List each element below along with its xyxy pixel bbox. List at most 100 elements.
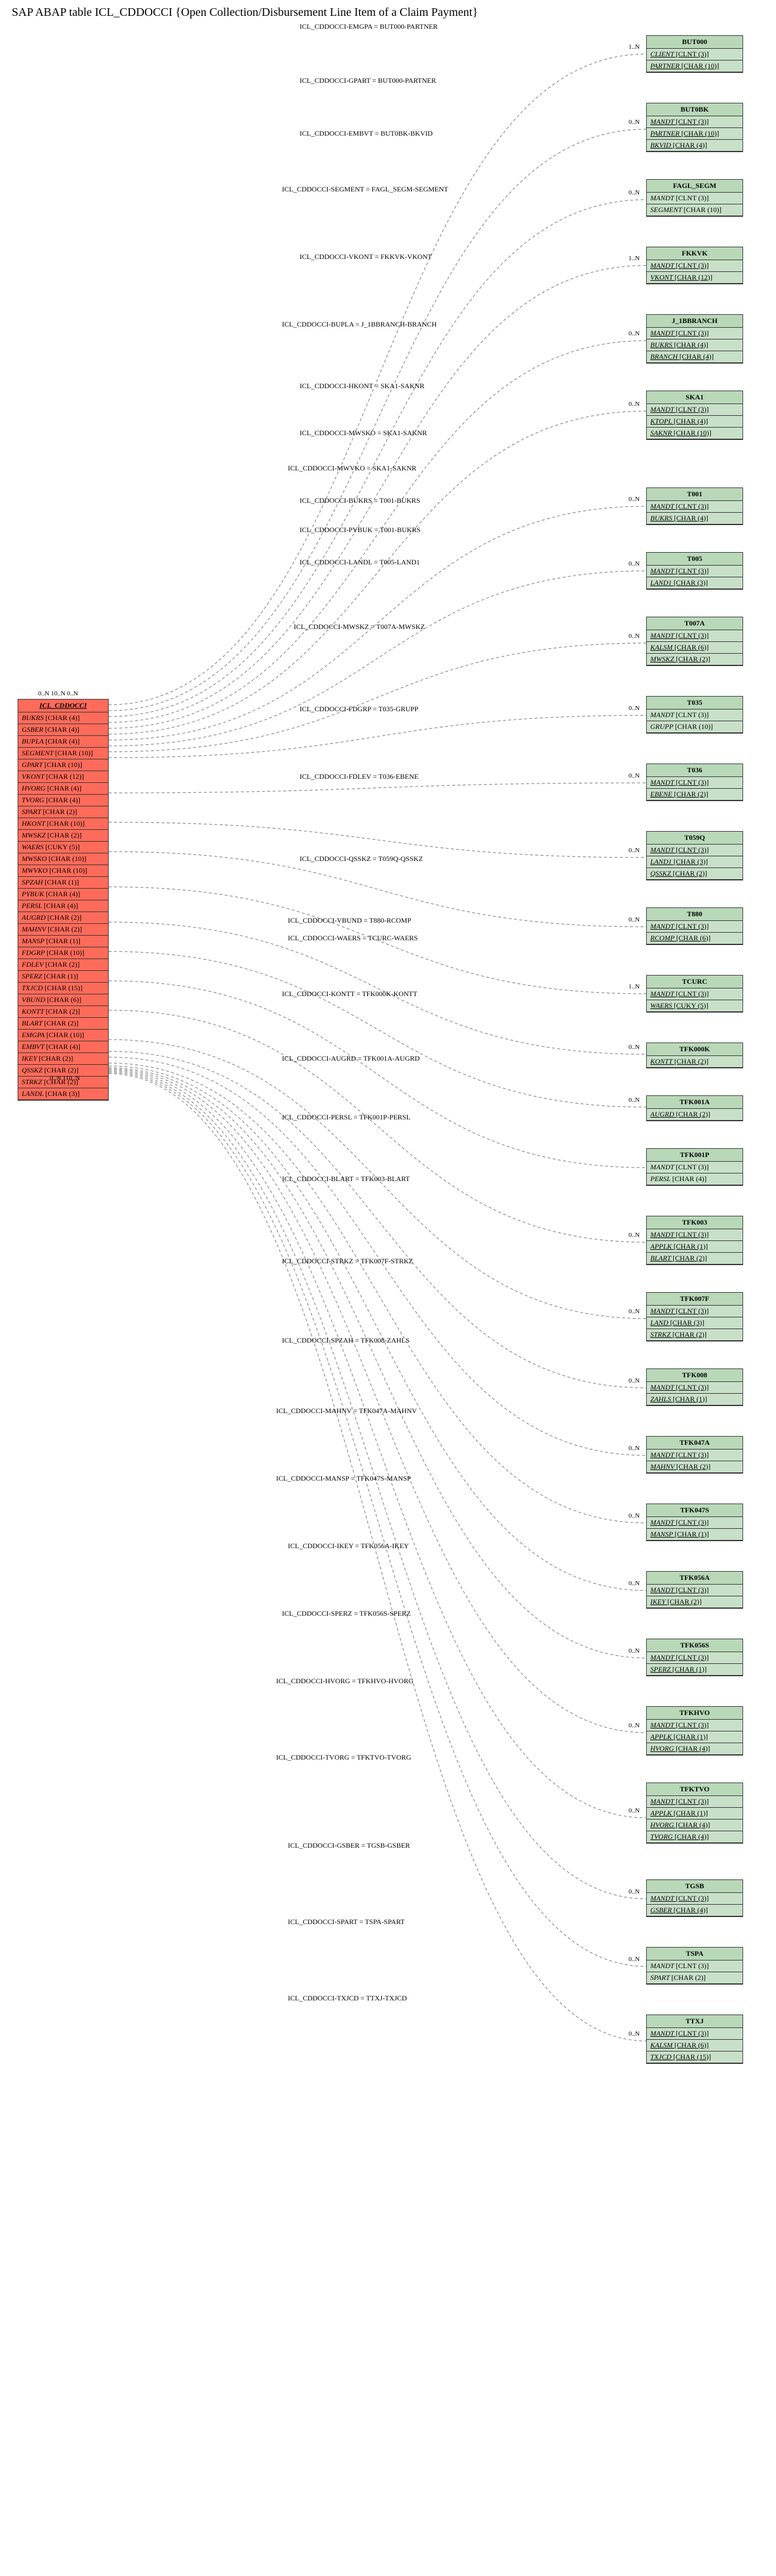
edge-label: ICL_CDDOCCI-LANDL = T005-LAND1 (300, 558, 420, 567)
rel-field: KALSM [CHAR (6)] (647, 642, 743, 654)
main-field: PERSL [CHAR (4)] (18, 900, 108, 912)
cardinality: 1..N (629, 983, 640, 990)
rel-field: RCOMP [CHAR (6)] (647, 933, 743, 944)
main-field: SEGMENT [CHAR (10)] (18, 748, 108, 759)
edge-label: ICL_CDDOCCI-BLART = TFK003-BLART (282, 1175, 410, 1183)
page-title: SAP ABAP table ICL_CDDOCCI {Open Collect… (12, 6, 478, 19)
edge-label: ICL_CDDOCCI-AUGRD = TFK001A-AUGRD (282, 1054, 420, 1063)
rel-field: MANDT [CLNT (3)] (647, 845, 743, 856)
cardinality: 0..N (629, 496, 640, 503)
main-field: SPART [CHAR (2)] (18, 806, 108, 818)
rel-field: MANDT [CLNT (3)] (647, 1720, 743, 1731)
edge-label: ICL_CDDOCCI-PERSL = TFK001P-PERSL (282, 1113, 411, 1122)
rel-field: BUKRS [CHAR (4)] (647, 339, 743, 351)
main-field: TXJCD [CHAR (15)] (18, 983, 108, 994)
rel-field: WAERS [CUKY (5)] (647, 1000, 743, 1012)
rel-field: TVORG [CHAR (4)] (647, 1831, 743, 1843)
rel-table-header: T005 (647, 553, 743, 566)
rel-table-header: TFK047S (647, 1504, 743, 1517)
rel-field: LAND1 [CHAR (3)] (647, 577, 743, 589)
rel-table-TFK003: TFK003MANDT [CLNT (3)]APPLK [CHAR (1)]BL… (646, 1216, 743, 1265)
rel-field: MWSKZ [CHAR (2)] (647, 654, 743, 665)
rel-field: MANDT [CLNT (3)] (647, 1229, 743, 1241)
edge-label: ICL_CDDOCCI-EMBVT = BUT0BK-BKVID (300, 129, 433, 138)
rel-table-TFKTVO: TFKTVOMANDT [CLNT (3)]APPLK [CHAR (1)]HV… (646, 1783, 743, 1844)
rel-field: BUKRS [CHAR (4)] (647, 513, 743, 524)
rel-field: QSSKZ [CHAR (2)] (647, 868, 743, 880)
rel-table-TFK001A: TFK001AAUGRD [CHAR (2)] (646, 1095, 743, 1121)
rel-field: MANDT [CLNT (3)] (647, 1960, 743, 1972)
rel-table-TFK007F: TFK007FMANDT [CLNT (3)]LAND [CHAR (3)]ST… (646, 1292, 743, 1341)
rel-table-header: SKA1 (647, 391, 743, 404)
cardinality: 0..N (629, 2030, 640, 2037)
rel-field: HVORG [CHAR (4)] (647, 1820, 743, 1831)
rel-table-TTXJ: TTXJMANDT [CLNT (3)]KALSM [CHAR (6)]TXJC… (646, 2015, 743, 2064)
edge-label: ICL_CDDOCCI-MWVKO = SKA1-SAKNR (288, 464, 416, 473)
rel-field: KALSM [CHAR (6)] (647, 2040, 743, 2052)
rel-table-header: T036 (647, 764, 743, 777)
rel-table-T005: T005MANDT [CLNT (3)]LAND1 [CHAR (3)] (646, 552, 743, 590)
main-field: HKONT [CHAR (10)] (18, 818, 108, 830)
cardinality: 0..N (629, 1512, 640, 1519)
cardinality: 0..N (629, 1445, 640, 1452)
rel-table-TFK056S: TFK056SMANDT [CLNT (3)]SPERZ [CHAR (1)] (646, 1639, 743, 1676)
cardinality: 0..N (629, 1377, 640, 1384)
rel-field: APPLK [CHAR (1)] (647, 1731, 743, 1743)
rel-table-T035: T035MANDT [CLNT (3)]GRUPP [CHAR (10)] (646, 696, 743, 734)
cardinality: 0..N (629, 1956, 640, 1963)
main-field: LANDL [CHAR (3)] (18, 1088, 108, 1100)
rel-field: MANDT [CLNT (3)] (647, 777, 743, 789)
edge-label: ICL_CDDOCCI-HKONT = SKA1-SAKNR (300, 382, 425, 391)
rel-field: MANDT [CLNT (3)] (647, 709, 743, 721)
main-field: BLART [CHAR (2)] (18, 1018, 108, 1030)
main-field: BUKRS [CHAR (4)] (18, 712, 108, 724)
rel-table-header: TFK056S (647, 1639, 743, 1652)
rel-field: MANDT [CLNT (3)] (647, 630, 743, 642)
rel-table-header: T059Q (647, 832, 743, 845)
rel-field: SPERZ [CHAR (1)] (647, 1664, 743, 1676)
rel-field: MANDT [CLNT (3)] (647, 328, 743, 339)
rel-table-header: BUT0BK (647, 103, 743, 116)
rel-field: GSBER [CHAR (4)] (647, 1905, 743, 1916)
cardinality: 0..N (629, 847, 640, 854)
cardinality: 1..N (629, 43, 640, 51)
rel-field: BKVID [CHAR (4)] (647, 140, 743, 152)
main-field: TVORG [CHAR (4)] (18, 795, 108, 806)
edge-label: ICL_CDDOCCI-FDGRP = T035-GRUPP (300, 705, 418, 714)
rel-table-header: BUT000 (647, 36, 743, 49)
cardinality: 0..N (629, 119, 640, 126)
cardinality: 0..N (629, 1807, 640, 1814)
rel-table-TFK000K: TFK000KKONTT [CHAR (2)] (646, 1042, 743, 1068)
cardinality: 0..N (629, 1097, 640, 1104)
rel-field: SEGMENT [CHAR (10)] (647, 204, 743, 216)
rel-field: PARTNER [CHAR (10)] (647, 60, 743, 72)
rel-table-header: TFKHVO (647, 1707, 743, 1720)
rel-table-header: TFK008 (647, 1369, 743, 1382)
main-field: AUGRD [CHAR (2)] (18, 912, 108, 924)
cardinality: 0..N (629, 189, 640, 196)
rel-field: ZAHLS [CHAR (1)] (647, 1394, 743, 1405)
cardinality: 0..N (629, 705, 640, 712)
rel-field: MANDT [CLNT (3)] (647, 1450, 743, 1461)
main-field: HVORG [CHAR (4)] (18, 783, 108, 795)
main-field: WAERS [CUKY (5)] (18, 842, 108, 853)
edge-label: ICL_CDDOCCI-MWSKZ = T007A-MWSKZ (294, 623, 425, 631)
edge-label: ICL_CDDOCCI-VKONT = FKKVK-VKONT (300, 253, 432, 261)
main-field: SPERZ [CHAR (1)] (18, 971, 108, 983)
main-field: SPZAH [CHAR (1)] (18, 877, 108, 889)
main-field: GPART [CHAR (10)] (18, 759, 108, 771)
edge-label: ICL_CDDOCCI-TVORG = TFKTVO-TVORG (276, 1753, 411, 1762)
edge-label: ICL_CDDOCCI-FDLEV = T036-EBENE (300, 772, 418, 781)
rel-field: AUGRD [CHAR (2)] (647, 1109, 743, 1121)
rel-table-T036: T036MANDT [CLNT (3)]EBENE [CHAR (2)] (646, 764, 743, 801)
rel-field: MANDT [CLNT (3)] (647, 566, 743, 577)
edge-label: ICL_CDDOCCI-BUKRS = T001-BUKRS (300, 496, 420, 505)
edge-label: ICL_CDDOCCI-KONTT = TFK000K-KONTT (282, 990, 417, 998)
edge-label: ICL_CDDOCCI-MWSKO = SKA1-SAKNR (300, 429, 427, 438)
cardinality: 0..N (629, 1888, 640, 1895)
main-field: PYBUK [CHAR (4)] (18, 889, 108, 900)
edge-label: ICL_CDDOCCI-BUPLA = J_1BBRANCH-BRANCH (282, 320, 436, 329)
cardinality: 0..N (629, 916, 640, 923)
rel-table-header: T007A (647, 617, 743, 630)
rel-field: TXJCD [CHAR (15)] (647, 2052, 743, 2063)
